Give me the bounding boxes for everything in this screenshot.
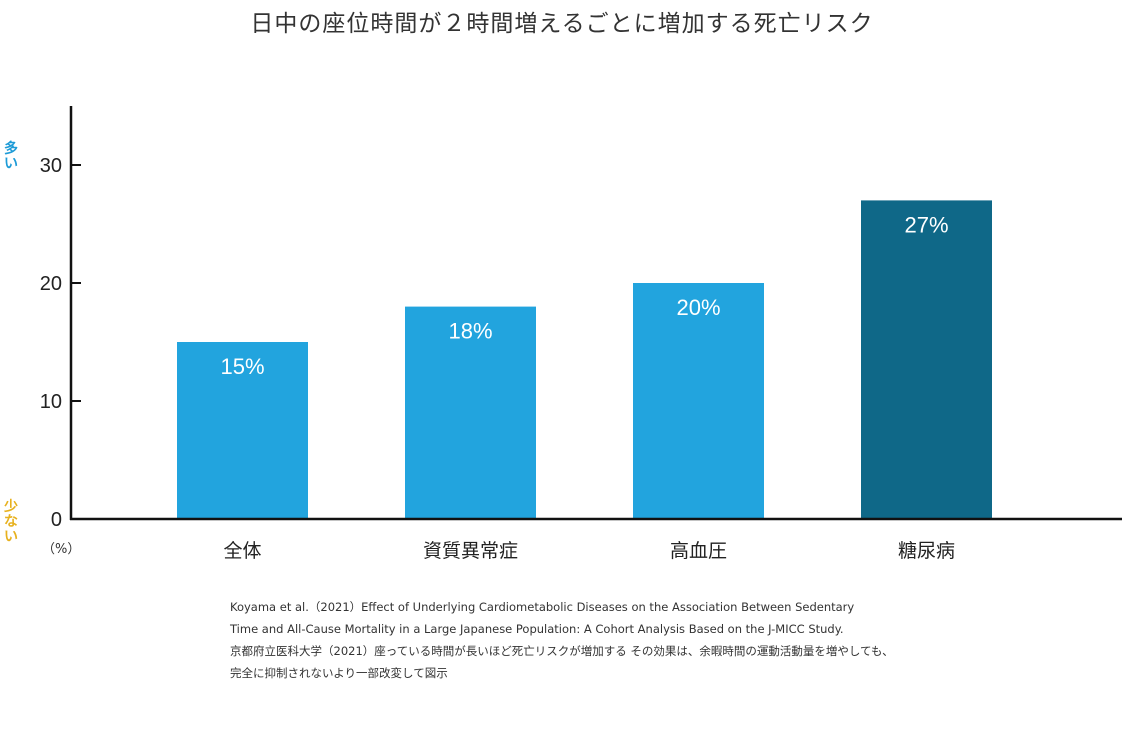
x-category-label: 資質異常症 bbox=[423, 540, 518, 562]
source-line: 京都府立医科大学（2021）座っている時間が長いほど死亡リスクが増加する その効… bbox=[230, 644, 894, 658]
source-line: Time and All-Cause Mortality in a Large … bbox=[230, 622, 844, 636]
y-ticks-layer: 0 10 20 30 bbox=[40, 155, 81, 531]
y-axis-label-low: 少ない bbox=[4, 499, 18, 545]
bar bbox=[405, 306, 536, 519]
bar-value-label: 15% bbox=[220, 354, 264, 379]
x-category-label: 全体 bbox=[223, 540, 261, 562]
x-category-label: 高血圧 bbox=[670, 540, 727, 562]
y-tick-label: 30 bbox=[40, 155, 62, 177]
bar-value-label: 27% bbox=[904, 212, 948, 237]
chart-title: 日中の座位時間が２時間増えるごとに増加する死亡リスク bbox=[250, 11, 874, 37]
x-category-layer: 全体 資質異常症 高血圧 糖尿病 bbox=[223, 540, 955, 562]
source-line: Koyama et al.（2021）Effect of Underlying … bbox=[230, 600, 855, 614]
bar-value-label: 18% bbox=[448, 319, 492, 344]
y-tick-label: 0 bbox=[51, 509, 62, 531]
source-line: 完全に抑制されないより一部改変して図示 bbox=[230, 666, 448, 680]
y-tick-label: 10 bbox=[40, 391, 62, 413]
source-citation: Koyama et al.（2021）Effect of Underlying … bbox=[230, 596, 1090, 684]
y-tick-label: 20 bbox=[40, 273, 62, 295]
y-axis-label-high: 多い bbox=[4, 141, 18, 172]
bar bbox=[861, 200, 992, 519]
y-axis-unit: （%） bbox=[42, 542, 81, 557]
bar bbox=[177, 342, 308, 519]
bar-value-label: 20% bbox=[676, 295, 720, 320]
x-category-label: 糖尿病 bbox=[898, 540, 955, 562]
bar bbox=[633, 283, 764, 519]
bars-layer: 15% 18% 20% 27% bbox=[177, 200, 992, 519]
